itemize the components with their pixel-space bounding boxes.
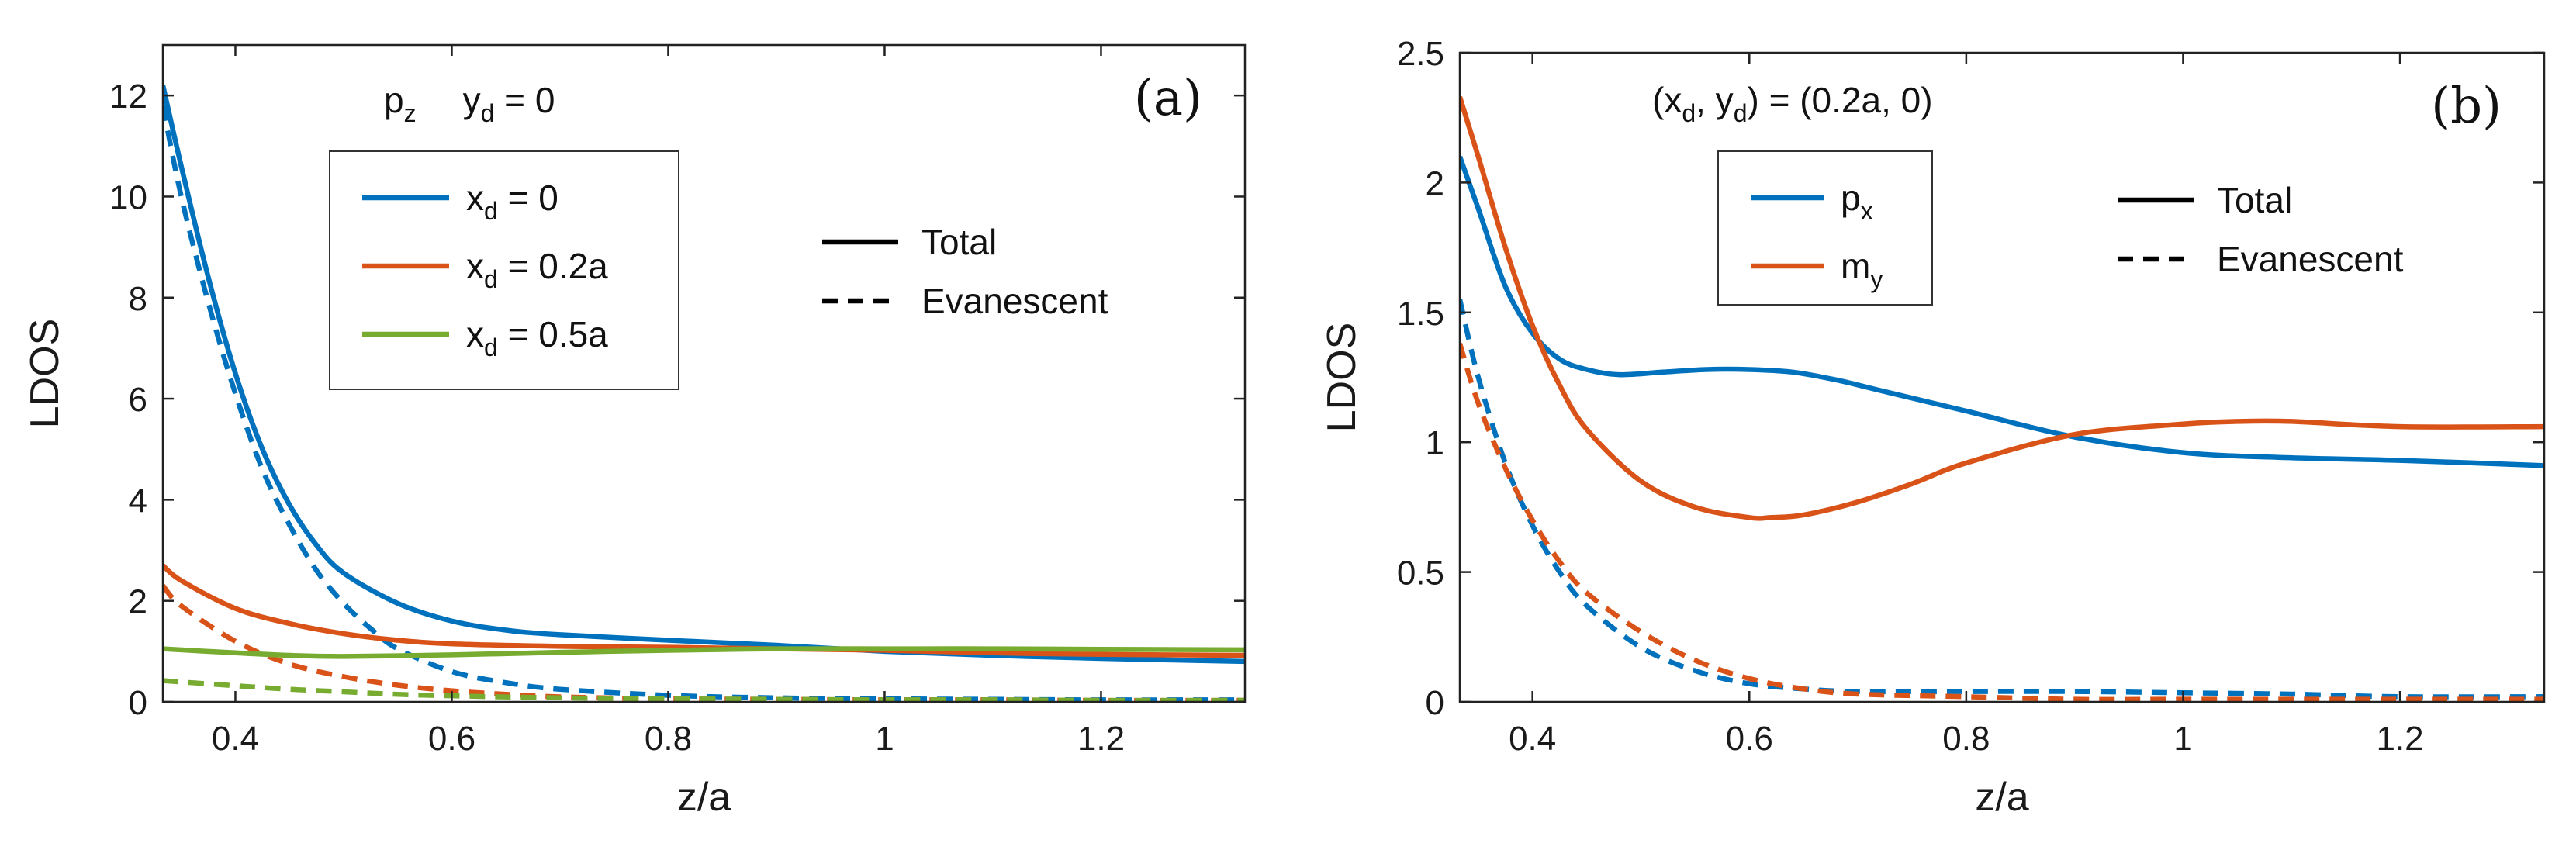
x-tick-label: 1.2 xyxy=(1077,720,1125,758)
panel-a-series-0 xyxy=(163,85,1245,665)
panel-a-y-axis-label: LDOS xyxy=(22,319,67,429)
panel-a-curves xyxy=(163,85,1245,702)
y-tick-label: 1.5 xyxy=(1397,295,1444,333)
x-tick-label: 0.6 xyxy=(428,720,475,758)
x-tick-label: 0.4 xyxy=(212,720,259,758)
legend-style-label: Evanescent xyxy=(2217,239,2404,279)
legend-color-label: px xyxy=(1841,178,1873,225)
legend-box xyxy=(329,150,679,390)
y-tick-label: 0 xyxy=(129,684,147,722)
panel-a-x-ticks: 0.4 0.6 0.8 1 1.2 xyxy=(212,45,1125,758)
panel-a-frame xyxy=(161,43,1247,703)
panel-b-y-ticks: 0 0.5 1 1.5 2 2.5 xyxy=(1397,35,2544,722)
panel-b-y-axis-label: LDOS xyxy=(1319,323,1364,433)
x-tick-label: 1.2 xyxy=(2376,720,2423,758)
legend-style-label: Total xyxy=(921,222,997,262)
y-tick-label: 2 xyxy=(129,583,147,621)
panel-a-y-ticks: 0 2 4 6 8 10 12 xyxy=(109,78,1245,722)
panel-b-frame xyxy=(1458,51,2546,703)
legend-style-label: Evanescent xyxy=(921,281,1108,321)
panel-a-x-axis-label: z/a xyxy=(677,775,731,820)
x-tick-label: 0.8 xyxy=(645,720,692,758)
panel-a-series-5 xyxy=(163,678,1245,702)
y-tick-label: 12 xyxy=(109,78,147,116)
panel-a-legend-styles: Total Evanescent xyxy=(822,222,1108,321)
y-tick-label: 2.5 xyxy=(1397,35,1444,73)
x-tick-label: 1 xyxy=(2173,720,2192,758)
y-tick-label: 0.5 xyxy=(1397,555,1444,593)
panel-b-legend-styles: Total Evanescent xyxy=(2118,180,2404,279)
y-tick-label: 6 xyxy=(129,381,147,419)
panel-a-annotation: pz yd = 0 xyxy=(384,80,555,127)
y-tick-label: 10 xyxy=(109,178,147,216)
panel-b-series-0 xyxy=(1460,155,2544,468)
y-tick-label: 8 xyxy=(129,280,147,318)
panel-b-legend-colors: px my xyxy=(1717,150,1933,306)
y-tick-label: 0 xyxy=(1426,684,1444,722)
legend-style-label: Total xyxy=(2217,180,2292,220)
legend-color-label: xd = 0 xyxy=(466,178,558,225)
legend-color-label: my xyxy=(1841,246,1883,293)
panel-a: 0.4 0.6 0.8 1 1.2 0 2 4 6 8 10 12 z/a LDOS (a) pz y… xyxy=(22,43,1247,820)
legend-color-label: xd = 0.5a xyxy=(466,314,608,361)
panel-b-series-2 xyxy=(1460,299,2544,700)
x-tick-label: 0.8 xyxy=(1942,720,1990,758)
legend-color-label: xd = 0.2a xyxy=(466,246,608,293)
panel-b-curves xyxy=(1460,95,2544,702)
x-tick-label: 0.6 xyxy=(1726,720,1773,758)
legend-box xyxy=(1717,150,1933,306)
panel-a-series-4 xyxy=(163,646,1245,659)
panel-a-series-2 xyxy=(163,563,1245,658)
panel-b-label: (b) xyxy=(2431,78,2502,135)
x-tick-label: 1 xyxy=(875,720,894,758)
y-tick-label: 1 xyxy=(1426,424,1444,462)
panel-a-label: (a) xyxy=(1134,70,1202,127)
panel-b-annotation: (xd, yd) = (0.2a, 0) xyxy=(1652,80,1933,127)
panel-a-series-1 xyxy=(163,105,1245,702)
panel-a-legend-colors: xd = 0 xd = 0.2a xd = 0.5a xyxy=(329,150,679,390)
y-tick-label: 2 xyxy=(1426,164,1444,202)
panel-b-x-ticks: 0.4 0.6 0.8 1 1.2 xyxy=(1509,53,2424,758)
panel-b-x-axis-label: z/a xyxy=(1975,775,2028,820)
panel-b: 0.4 0.6 0.8 1 1.2 00.511.522.5 z/a LDOS (b) … xyxy=(1319,35,2546,820)
panel-b-series-1 xyxy=(1460,95,2544,521)
panel-b-series-3 xyxy=(1460,343,2544,702)
x-tick-label: 0.4 xyxy=(1509,720,1556,758)
y-tick-label: 4 xyxy=(129,482,147,520)
